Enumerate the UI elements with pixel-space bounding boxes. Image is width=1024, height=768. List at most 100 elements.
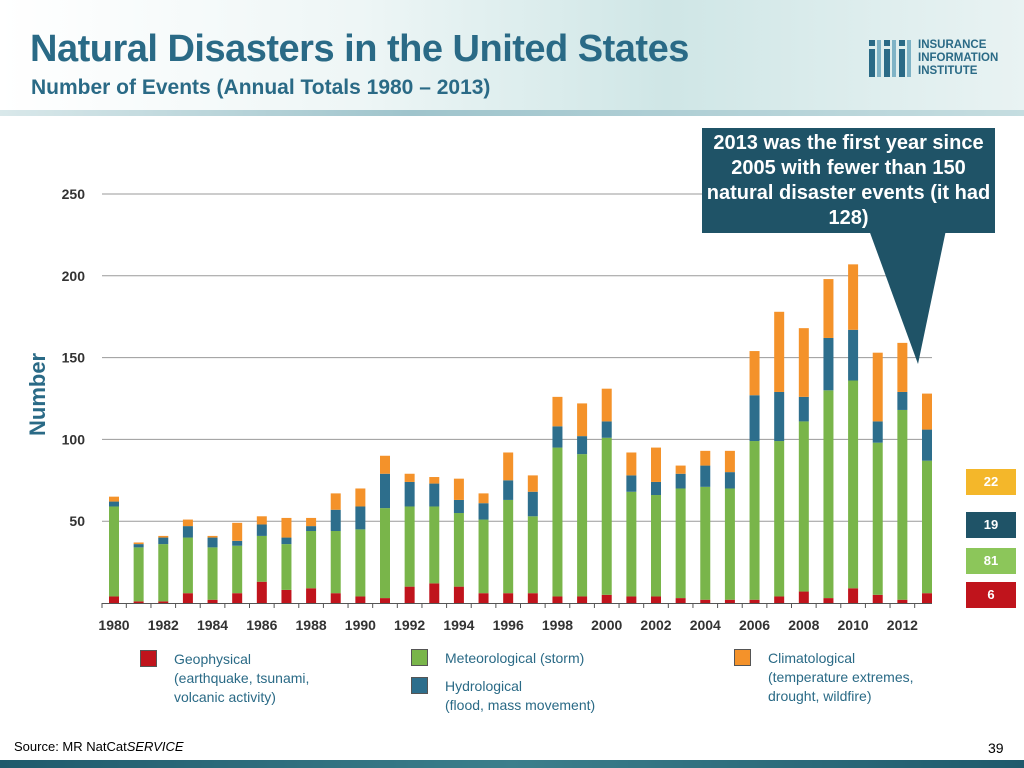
bar-geophysical-2011 [872, 594, 883, 603]
bar-geophysical-1985 [232, 593, 243, 603]
bar-hydrological-1994 [453, 499, 464, 514]
bar-meteorological-2010 [848, 380, 859, 589]
bar-geophysical-1980 [109, 596, 119, 603]
bar-climatological-2000 [601, 388, 612, 422]
bar-meteorological-2005 [724, 488, 735, 600]
bar-geophysical-1997 [527, 593, 538, 603]
bar-meteorological-2013 [922, 460, 932, 594]
x-tick-label: 1986 [246, 617, 277, 633]
bar-meteorological-1992 [404, 506, 415, 587]
bar-climatological-1986 [256, 516, 267, 525]
bar-geophysical-2005 [724, 599, 735, 603]
bar-climatological-1991 [380, 455, 390, 474]
bar-climatological-1993 [429, 477, 440, 484]
bar-meteorological-2011 [872, 442, 883, 595]
legend-label-line: drought, wildfire) [768, 688, 872, 704]
legend-label: Geophysical (earthquake, tsunami, volcan… [174, 650, 309, 707]
bar-hydrological-2000 [601, 421, 612, 438]
bar-meteorological-2008 [798, 421, 809, 592]
bar-geophysical-1984 [207, 599, 218, 603]
bar-geophysical-2001 [626, 596, 637, 603]
bar-geophysical-2007 [774, 596, 785, 603]
page-number: 39 [988, 740, 1004, 756]
bar-hydrological-2006 [749, 395, 760, 442]
y-tick-label: 250 [62, 186, 86, 202]
x-tick-label: 1998 [542, 617, 573, 633]
bar-geophysical-1991 [380, 598, 390, 603]
iii-logo: INSURANCE INFORMATION INSTITUTE [868, 38, 1018, 82]
bar-geophysical-2002 [651, 596, 661, 603]
callout-text: 2013 was the first year since 2005 with … [706, 132, 991, 229]
bar-hydrological-1980 [109, 501, 119, 507]
legend-label: Climatological (temperature extremes, dr… [768, 649, 914, 706]
bar-geophysical-1982 [158, 601, 169, 603]
x-tick-label: 2000 [591, 617, 622, 633]
x-tick-label: 1988 [296, 617, 327, 633]
bar-meteorological-2002 [651, 495, 661, 597]
header-divider [0, 110, 1024, 116]
legend-label: Meteorological (storm) [445, 649, 584, 668]
source-note: Source: MR NatCatSERVICE [14, 739, 184, 754]
bar-geophysical-2008 [798, 591, 809, 603]
bar-climatological-1984 [207, 535, 218, 538]
bar-geophysical-1983 [182, 593, 193, 603]
bar-climatological-2008 [798, 328, 809, 397]
y-tick-label: 150 [62, 350, 86, 366]
legend-swatch-meteorological [411, 649, 428, 666]
bar-climatological-2002 [651, 447, 661, 482]
bar-hydrological-2012 [897, 391, 908, 410]
callout-box [702, 128, 995, 233]
bar-climatological-1997 [527, 475, 538, 492]
bar-hydrological-2008 [798, 396, 809, 422]
bar-hydrological-1987 [281, 537, 292, 545]
x-tick-label: 2002 [640, 617, 671, 633]
x-tick-label: 1982 [148, 617, 179, 633]
bar-meteorological-2004 [700, 486, 711, 600]
bar-geophysical-1990 [355, 596, 366, 603]
bar-hydrological-2001 [626, 475, 637, 492]
bar-climatological-2007 [774, 311, 785, 392]
bar-hydrological-2005 [724, 472, 735, 489]
bar-climatological-1988 [306, 517, 317, 527]
source-prefix: Source: MR NatCat [14, 739, 127, 754]
bar-meteorological-1994 [453, 513, 464, 587]
x-tick-label: 2012 [887, 617, 918, 633]
bar-geophysical-1989 [330, 593, 341, 603]
bar-climatological-1995 [478, 493, 489, 504]
legend-swatch-geophysical [140, 650, 157, 667]
x-tick-label: 1992 [394, 617, 425, 633]
x-tick-label: 1980 [98, 617, 129, 633]
bar-geophysical-2000 [601, 594, 612, 603]
bar-climatological-1999 [577, 403, 588, 437]
bar-meteorological-1991 [380, 508, 390, 599]
bar-climatological-1994 [453, 478, 464, 500]
x-tick-label: 2008 [788, 617, 819, 633]
callout-pointer [869, 230, 946, 364]
x-tick-label: 1984 [197, 617, 228, 633]
bar-hydrological-1984 [207, 537, 218, 548]
bar-hydrological-2010 [848, 329, 859, 381]
bar-climatological-2011 [872, 352, 883, 422]
header-background [0, 0, 1024, 112]
bar-geophysical-1986 [256, 581, 267, 603]
legend-label-line: (earthquake, tsunami, [174, 670, 310, 686]
bar-meteorological-2006 [749, 441, 760, 600]
bar-meteorological-1984 [207, 547, 218, 600]
y-tick-label: 100 [62, 431, 86, 447]
bar-hydrological-1986 [256, 524, 267, 536]
logo-line: INSURANCE [918, 39, 987, 51]
bar-geophysical-1998 [552, 596, 563, 603]
bar-geophysical-1999 [577, 596, 588, 603]
bar-meteorological-1996 [503, 499, 514, 594]
bar-meteorological-1981 [133, 547, 144, 602]
bar-hydrological-1992 [404, 481, 415, 507]
x-tick-label: 2010 [838, 617, 869, 633]
y-tick-label: 200 [62, 268, 86, 284]
bar-climatological-1980 [109, 496, 119, 502]
bar-hydrological-2013 [922, 429, 932, 461]
x-tick-label: 1996 [493, 617, 524, 633]
logo-line: INSTITUTE [918, 65, 978, 77]
value-box-meteorological: 81 [966, 548, 1016, 574]
bar-meteorological-1985 [232, 545, 243, 594]
bar-geophysical-1981 [133, 601, 144, 603]
